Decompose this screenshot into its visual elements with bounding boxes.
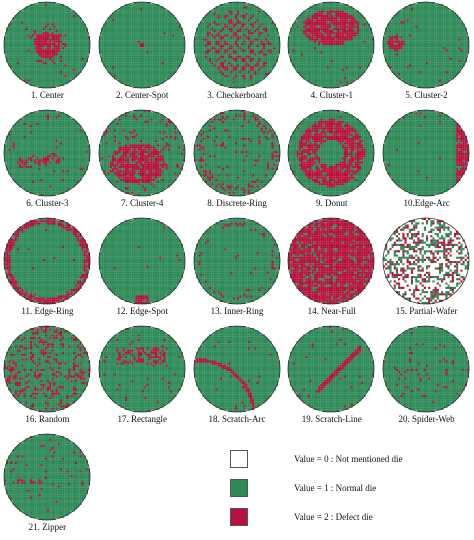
wafer-map-image <box>193 109 280 197</box>
wafer-map-image <box>98 1 186 89</box>
wafer-caption: 3. Checkerboard <box>190 90 285 101</box>
wafer-caption: 8. Discrete-Ring <box>190 198 285 209</box>
wafer-outline <box>3 109 91 197</box>
wafer-map-edge-spot: 12. Edge-Spot <box>95 216 190 324</box>
wafer-outline <box>382 217 470 305</box>
legend-label-not-mentioned: Value = 0 : Not mentioned die <box>294 453 403 465</box>
legend: Value = 0 : Not mentioned die Value = 1 … <box>230 450 470 530</box>
wafer-map-edge-ring: 11. Edge-Ring <box>0 216 95 324</box>
wafer-map-cluster-1: 4. Cluster-1 <box>284 0 379 108</box>
wafer-outline <box>287 1 375 89</box>
wafer-map-image <box>287 1 375 89</box>
wafer-caption: 4. Cluster-1 <box>284 90 379 101</box>
wafer-map-image <box>287 217 375 305</box>
wafer-caption: 13. Inner-Ring <box>190 306 285 317</box>
wafer-caption: 11. Edge-Ring <box>0 306 95 317</box>
wafer-map-zipper: 21. Zipper <box>0 432 95 540</box>
wafer-outline <box>98 1 186 89</box>
wafer-map-discrete-ring: 8. Discrete-Ring <box>190 108 285 216</box>
legend-swatch-not-mentioned <box>230 450 248 468</box>
wafer-map-image <box>382 109 470 197</box>
wafer-map-image <box>382 325 470 413</box>
wafer-outline <box>287 325 375 413</box>
wafer-map-rectangle: 17. Rectangle <box>95 324 190 432</box>
wafer-map-image <box>287 325 375 413</box>
wafer-map-partial-wafer: 15. Partial-Wafer <box>379 216 474 324</box>
wafer-map-random: 16. Random <box>0 324 95 432</box>
wafer-caption: 12. Edge-Spot <box>95 306 190 317</box>
wafer-outline <box>3 1 91 89</box>
wafer-map-scratch-arc: 18. Scratch-Arc <box>190 324 285 432</box>
wafer-map-image <box>287 109 375 197</box>
wafer-map-cluster-3: 6. Cluster-3 <box>0 108 95 216</box>
wafer-map-image <box>3 325 91 413</box>
wafer-map-donut: 9. Donut <box>284 108 379 216</box>
wafer-map-image <box>193 1 280 89</box>
wafer-outline <box>287 217 375 305</box>
wafer-map-spider-web: 20. Spider-Web <box>379 324 474 432</box>
wafer-map-cluster-4: 7. Cluster-4 <box>95 108 190 216</box>
wafer-outline <box>98 325 186 413</box>
wafer-map-image <box>382 217 470 305</box>
wafer-caption: 6. Cluster-3 <box>0 198 95 209</box>
wafer-caption: 9. Donut <box>284 198 379 209</box>
wafer-caption: 19. Scratch-Line <box>284 414 379 425</box>
wafer-outline <box>382 325 470 413</box>
wafer-caption: 10.Edge-Arc <box>379 198 474 209</box>
legend-swatch-normal <box>230 479 248 497</box>
wafer-outline <box>98 109 186 197</box>
wafer-outline <box>193 1 280 89</box>
wafer-outline <box>193 325 280 413</box>
wafer-outline <box>3 217 91 305</box>
wafer-outline <box>193 109 280 197</box>
wafer-outline <box>3 325 91 413</box>
legend-label-normal: Value = 1 : Normal die <box>294 482 376 494</box>
wafer-outline <box>3 433 91 521</box>
wafer-caption: 20. Spider-Web <box>379 414 474 425</box>
wafer-caption: 5. Cluster-2 <box>379 90 474 101</box>
wafer-map-scratch-line: 19. Scratch-Line <box>284 324 379 432</box>
legend-swatch-defect <box>230 508 248 526</box>
wafer-map-image <box>3 1 91 89</box>
legend-label-defect: Value = 2 : Defect die <box>294 511 373 523</box>
wafer-map-checkerboard: 3. Checkerboard <box>190 0 285 108</box>
wafer-outline <box>287 109 375 197</box>
wafer-map-image <box>193 325 280 413</box>
wafer-caption: 16. Random <box>0 414 95 425</box>
wafer-map-image <box>98 109 186 197</box>
wafer-map-near-full: 14. Near-Full <box>284 216 379 324</box>
legend-item-defect: Value = 2 : Defect die <box>230 508 470 528</box>
wafer-map-image <box>3 109 91 197</box>
wafer-map-center-spot: 2. Center-Spot <box>95 0 190 108</box>
legend-item-not-mentioned: Value = 0 : Not mentioned die <box>230 450 470 470</box>
wafer-map-image <box>3 433 91 521</box>
wafer-caption: 1. Center <box>0 90 95 101</box>
wafer-map-image <box>98 217 186 305</box>
wafer-caption: 15. Partial-Wafer <box>379 306 474 317</box>
legend-item-normal: Value = 1 : Normal die <box>230 479 470 499</box>
wafer-caption: 14. Near-Full <box>284 306 379 317</box>
wafer-map-image <box>98 325 186 413</box>
wafer-map-image <box>3 217 91 305</box>
wafer-map-image <box>382 1 470 89</box>
wafer-outline <box>98 217 186 305</box>
wafer-caption: 21. Zipper <box>0 522 95 533</box>
wafer-map-cluster-2: 5. Cluster-2 <box>379 0 474 108</box>
wafer-outline <box>193 217 280 305</box>
wafer-caption: 7. Cluster-4 <box>95 198 190 209</box>
wafer-map-center: 1. Center <box>0 0 95 108</box>
wafer-caption: 2. Center-Spot <box>95 90 190 101</box>
wafer-outline <box>382 109 470 197</box>
wafer-caption: 18. Scratch-Arc <box>190 414 285 425</box>
wafer-outline <box>382 1 470 89</box>
wafer-map-image <box>193 217 280 305</box>
wafer-map-edge-arc: 10.Edge-Arc <box>379 108 474 216</box>
wafer-map-inner-ring: 13. Inner-Ring <box>190 216 285 324</box>
wafer-caption: 17. Rectangle <box>95 414 190 425</box>
